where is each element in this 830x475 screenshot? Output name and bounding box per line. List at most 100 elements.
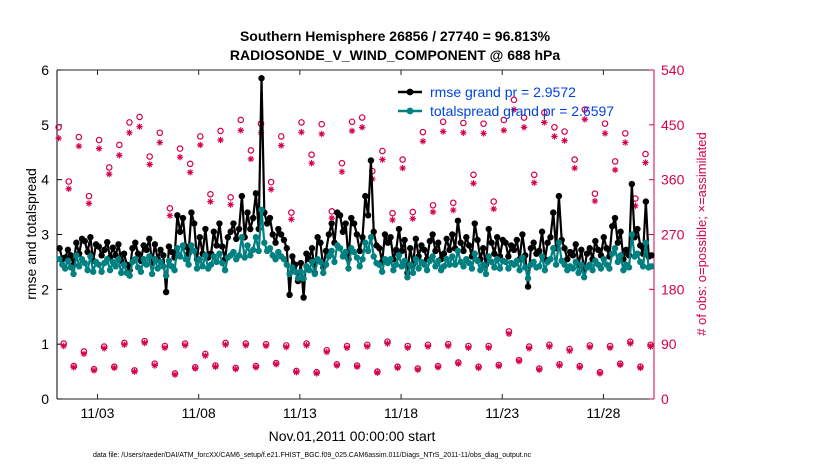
rmse-point bbox=[421, 246, 428, 254]
obs-assimilated-marker bbox=[75, 142, 83, 150]
obs-assimilated-marker bbox=[85, 200, 93, 207]
obs-assimilated-marker bbox=[541, 119, 548, 126]
y-tick-label-right: 180 bbox=[661, 281, 685, 297]
totalspread-point bbox=[642, 239, 650, 246]
totalspread-point bbox=[578, 261, 585, 268]
obs-assimilated-marker bbox=[414, 366, 422, 373]
obs-assimilated-marker bbox=[65, 185, 72, 193]
y-tick-label-left: 3 bbox=[41, 227, 49, 243]
rmse-point bbox=[488, 239, 495, 246]
obs-possible-marker bbox=[65, 178, 73, 185]
obs-assimilated-marker bbox=[606, 344, 614, 352]
obs-assimilated-marker bbox=[272, 361, 280, 368]
totalspread-point bbox=[536, 263, 543, 270]
totalspread-point bbox=[230, 248, 237, 256]
rmse-point bbox=[252, 190, 260, 197]
totalspread-point bbox=[132, 255, 139, 263]
rmse-point bbox=[384, 239, 391, 246]
x-axis: 11/03 11/08 11/13 11/18 11/23 11/28 bbox=[80, 70, 621, 421]
rmse-point bbox=[134, 250, 142, 257]
obs-assimilated-marker bbox=[490, 205, 497, 213]
x-axis-label: Nov.01,2011 00:00:00 start bbox=[269, 428, 436, 444]
totalspread-point bbox=[415, 265, 422, 272]
rmse-point bbox=[300, 294, 307, 301]
obs-assimilated-marker bbox=[546, 343, 553, 350]
rmse-point bbox=[73, 239, 80, 246]
x-tick-label: 11/28 bbox=[586, 405, 620, 421]
obs-assimilated-marker bbox=[586, 344, 594, 351]
totalspread-point bbox=[235, 252, 243, 259]
obs-assimilated-marker bbox=[515, 358, 523, 365]
rmse-point bbox=[592, 237, 599, 245]
rmse-point bbox=[578, 246, 585, 254]
obs-possible-marker bbox=[561, 128, 568, 135]
rmse-point bbox=[550, 209, 557, 216]
rmse-point bbox=[129, 245, 136, 252]
obs-assimilated-marker bbox=[510, 106, 518, 113]
obs-assimilated-marker bbox=[379, 156, 386, 163]
rmse-point bbox=[202, 225, 209, 233]
rmse-point bbox=[412, 235, 420, 243]
totalspread-point bbox=[395, 252, 403, 259]
totalspread-point bbox=[538, 253, 546, 260]
totalspread-point bbox=[140, 255, 147, 263]
totalspread-point bbox=[238, 234, 246, 241]
x-tick-label: 11/23 bbox=[485, 405, 519, 421]
obs-possible-marker bbox=[298, 119, 305, 126]
totalspread-point bbox=[617, 252, 624, 259]
totalspread-point bbox=[407, 261, 414, 268]
totalspread-point bbox=[210, 253, 218, 260]
rmse-point bbox=[233, 235, 240, 243]
totalspread-point bbox=[423, 266, 431, 274]
rmse-point bbox=[440, 250, 448, 257]
rmse-point bbox=[367, 157, 375, 164]
obs-assimilated-marker bbox=[100, 345, 108, 352]
obs-assimilated-marker bbox=[298, 128, 305, 136]
obs-possible-marker bbox=[358, 114, 366, 121]
totalspread-point bbox=[493, 255, 501, 263]
obs-assimilated-marker bbox=[343, 344, 351, 352]
obs-assimilated-marker bbox=[429, 208, 437, 216]
totalspread-point bbox=[190, 247, 198, 255]
rmse-point bbox=[454, 217, 462, 224]
obs-possible-marker bbox=[601, 120, 609, 127]
totalspread-point bbox=[188, 242, 195, 249]
rmse-point bbox=[176, 228, 184, 235]
rmse-point bbox=[115, 241, 122, 248]
rmse-point bbox=[353, 231, 361, 238]
totalspread-point bbox=[575, 269, 582, 277]
obs-assimilated-marker bbox=[444, 342, 452, 350]
totalspread-point bbox=[137, 268, 145, 275]
rmse-point bbox=[617, 228, 624, 235]
obs-assimilated-marker bbox=[207, 198, 214, 205]
rmse-point bbox=[524, 283, 532, 290]
obs-possible-marker bbox=[288, 209, 295, 216]
totalspread-point bbox=[488, 258, 495, 266]
totalspread-point bbox=[502, 258, 509, 266]
obs-assimilated-marker bbox=[520, 124, 528, 131]
totalspread-point bbox=[294, 275, 302, 282]
totalspread-point bbox=[482, 270, 490, 278]
obs-assimilated-marker bbox=[222, 341, 229, 348]
totalspread-point bbox=[572, 258, 579, 266]
totalspread-point bbox=[446, 261, 453, 268]
rmse-point bbox=[269, 231, 276, 238]
obs-possible-marker bbox=[308, 151, 315, 158]
rmse-point bbox=[356, 247, 363, 255]
obs-assimilated-marker bbox=[151, 362, 158, 369]
totalspread-point bbox=[620, 266, 627, 274]
obs-assimilated-marker bbox=[460, 129, 467, 136]
totalspread-point bbox=[367, 234, 375, 241]
totalspread-point bbox=[404, 274, 411, 281]
rmse-point bbox=[362, 192, 369, 200]
obs-assimilated-marker bbox=[394, 364, 401, 372]
y-axis-left: 0 1 2 3 4 5 6 bbox=[41, 62, 62, 407]
obs-assimilated-marker bbox=[409, 215, 416, 222]
obs-possible-marker bbox=[490, 198, 498, 205]
totalspread-point bbox=[81, 259, 88, 267]
totalspread-point bbox=[589, 266, 596, 274]
obs-assimilated-marker bbox=[500, 127, 508, 134]
obs-assimilated-marker bbox=[536, 366, 543, 373]
totalspread-point bbox=[552, 261, 560, 268]
